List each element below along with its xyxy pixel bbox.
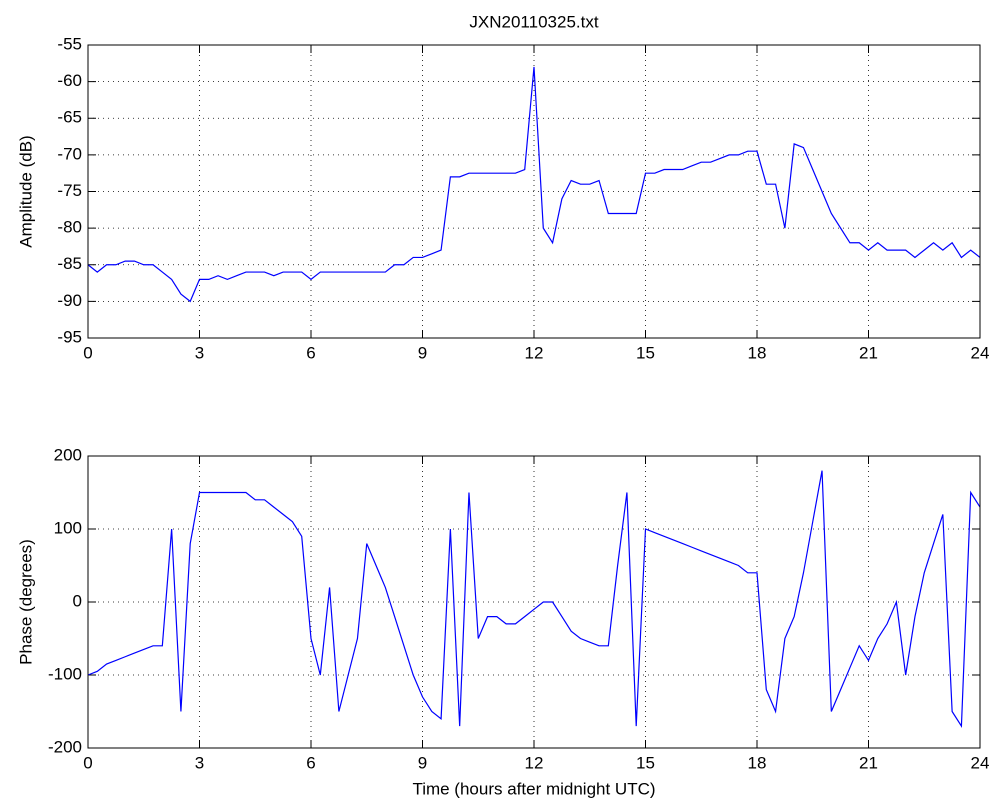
y-tick-label: -200 bbox=[48, 737, 82, 756]
x-tick-label: 12 bbox=[525, 753, 544, 772]
axes-frame bbox=[87, 44, 981, 339]
axes-frame bbox=[87, 455, 981, 749]
x-tick-label: 24 bbox=[971, 753, 990, 772]
x-tick-label: 15 bbox=[636, 343, 655, 362]
x-tick-label: 9 bbox=[418, 753, 427, 772]
data-line bbox=[87, 66, 981, 303]
x-tick-label: 18 bbox=[748, 343, 767, 362]
data-line bbox=[87, 470, 981, 729]
x-tick-label: 0 bbox=[83, 343, 92, 362]
y-axis-label: Phase (degrees) bbox=[16, 539, 35, 665]
x-tick-label: 3 bbox=[195, 343, 204, 362]
y-tick-label: 0 bbox=[73, 591, 82, 610]
y-tick-label: -95 bbox=[57, 327, 82, 346]
y-tick-label: 200 bbox=[54, 445, 82, 464]
y-tick-label: -65 bbox=[57, 108, 82, 127]
x-tick-label: 15 bbox=[636, 753, 655, 772]
x-tick-label: 3 bbox=[195, 753, 204, 772]
x-tick-label: 6 bbox=[306, 343, 315, 362]
y-tick-label: -100 bbox=[48, 664, 82, 683]
y-tick-label: -85 bbox=[57, 254, 82, 273]
y-tick-label: -80 bbox=[57, 218, 82, 237]
y-tick-label: 100 bbox=[54, 518, 82, 537]
y-tick-label: -55 bbox=[57, 34, 82, 53]
x-tick-label: 18 bbox=[748, 753, 767, 772]
x-axis-label: Time (hours after midnight UTC) bbox=[412, 779, 655, 798]
x-tick-label: 6 bbox=[306, 753, 315, 772]
x-tick-label: 0 bbox=[83, 753, 92, 772]
x-tick-label: 9 bbox=[418, 343, 427, 362]
y-tick-label: -70 bbox=[57, 144, 82, 163]
x-tick-label: 24 bbox=[971, 343, 990, 362]
y-tick-label: -90 bbox=[57, 291, 82, 310]
x-tick-label: 21 bbox=[859, 343, 878, 362]
y-axis-label: Amplitude (dB) bbox=[16, 135, 35, 247]
chart-title: JXN20110325.txt bbox=[469, 12, 598, 31]
y-tick-label: -75 bbox=[57, 181, 82, 200]
y-tick-label: -60 bbox=[57, 71, 82, 90]
x-tick-label: 21 bbox=[859, 753, 878, 772]
x-tick-label: 12 bbox=[525, 343, 544, 362]
